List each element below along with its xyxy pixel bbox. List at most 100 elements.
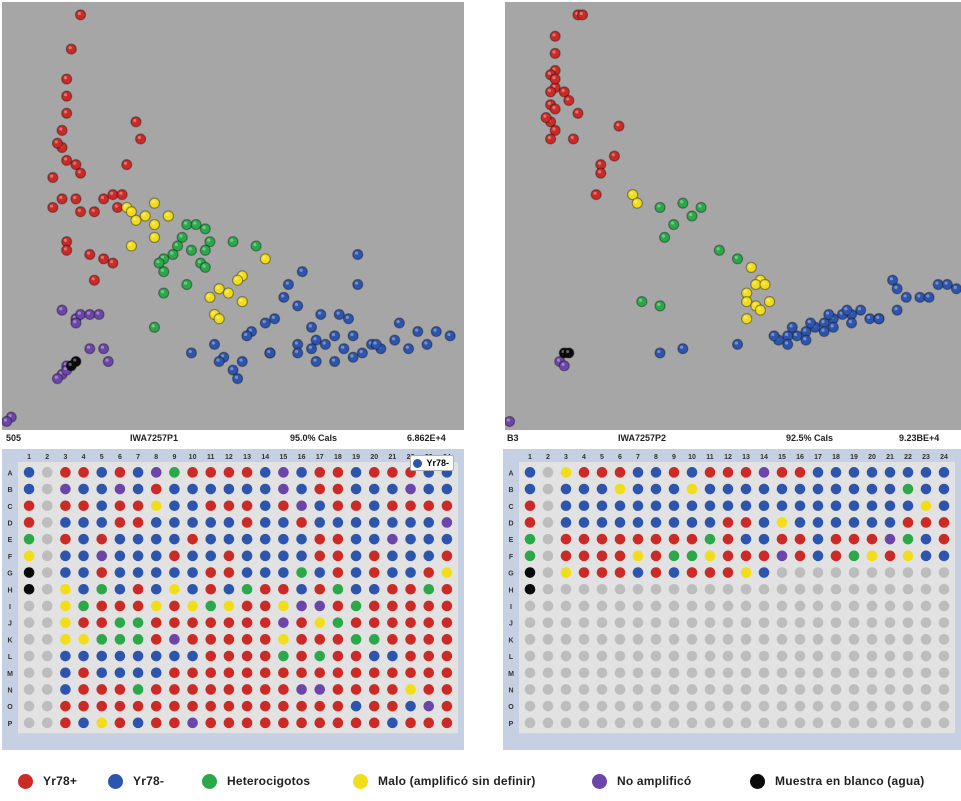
plate-well[interactable] xyxy=(296,667,307,679)
plate-well[interactable] xyxy=(560,600,572,612)
plate-well[interactable] xyxy=(740,583,752,595)
plate-well[interactable] xyxy=(332,483,344,495)
plate-well[interactable] xyxy=(668,717,680,729)
plate-well[interactable] xyxy=(223,600,235,612)
plate-well[interactable] xyxy=(96,634,108,645)
plate-well[interactable] xyxy=(938,667,950,679)
plate-well[interactable] xyxy=(332,550,344,562)
plate-well[interactable] xyxy=(296,550,307,562)
plate-well[interactable] xyxy=(368,483,380,495)
plate-well[interactable] xyxy=(560,467,572,478)
plate-well[interactable] xyxy=(150,667,162,679)
plate-well[interactable] xyxy=(405,650,416,662)
plate-well[interactable] xyxy=(560,583,572,595)
plate-well[interactable] xyxy=(314,517,326,528)
plate-well[interactable] xyxy=(830,533,842,545)
plate-well[interactable] xyxy=(150,467,162,478)
plate-well[interactable] xyxy=(812,533,824,545)
plate-well[interactable] xyxy=(920,517,932,528)
plate-well[interactable] xyxy=(812,483,824,495)
plate-well[interactable] xyxy=(441,634,453,645)
plate-well[interactable] xyxy=(60,650,71,662)
plate-well[interactable] xyxy=(794,500,806,512)
plate-well[interactable] xyxy=(132,617,144,628)
plate-well[interactable] xyxy=(740,684,752,695)
plate-well[interactable] xyxy=(278,700,289,712)
plate-well[interactable] xyxy=(205,467,217,478)
plate-well[interactable] xyxy=(866,600,878,612)
plate-well[interactable] xyxy=(776,717,788,729)
plate-well[interactable] xyxy=(405,617,416,628)
plate-well[interactable] xyxy=(686,634,698,645)
plate-well[interactable] xyxy=(278,533,289,545)
plate-well[interactable] xyxy=(278,684,289,695)
plate-well[interactable] xyxy=(387,650,398,662)
plate-well[interactable] xyxy=(578,517,590,528)
plate-well[interactable] xyxy=(614,567,626,578)
plate-well[interactable] xyxy=(223,634,235,645)
plate-well[interactable] xyxy=(278,667,289,679)
plate-well[interactable] xyxy=(938,600,950,612)
plate-well[interactable] xyxy=(387,583,398,595)
plate-well[interactable] xyxy=(350,467,362,478)
plate-well[interactable] xyxy=(686,650,698,662)
plate-well[interactable] xyxy=(150,700,162,712)
plate-well[interactable] xyxy=(96,567,108,578)
plate-well[interactable] xyxy=(596,500,608,512)
plate-well[interactable] xyxy=(524,567,536,578)
plate-well[interactable] xyxy=(884,550,896,562)
plate-well[interactable] xyxy=(296,684,307,695)
plate-well[interactable] xyxy=(740,634,752,645)
plate-well[interactable] xyxy=(223,483,235,495)
plate-well[interactable] xyxy=(794,483,806,495)
plate-well[interactable] xyxy=(187,483,198,495)
plate-well[interactable] xyxy=(542,600,554,612)
plate-well[interactable] xyxy=(187,567,198,578)
plate-well[interactable] xyxy=(812,700,824,712)
plate-well[interactable] xyxy=(278,617,289,628)
plate-well[interactable] xyxy=(758,467,770,478)
plate-well[interactable] xyxy=(368,550,380,562)
plate-well[interactable] xyxy=(740,617,752,628)
plate-well[interactable] xyxy=(96,500,108,512)
plate-well[interactable] xyxy=(259,667,271,679)
plate-well[interactable] xyxy=(23,483,35,495)
plate-well[interactable] xyxy=(114,600,126,612)
plate-well[interactable] xyxy=(902,650,914,662)
plate-well[interactable] xyxy=(60,500,71,512)
plate-well[interactable] xyxy=(758,483,770,495)
plate-well[interactable] xyxy=(650,567,662,578)
plate-well[interactable] xyxy=(542,667,554,679)
plate-well[interactable] xyxy=(632,517,644,528)
plate-well[interactable] xyxy=(241,483,253,495)
plate-well[interactable] xyxy=(632,717,644,729)
plate-well[interactable] xyxy=(524,717,536,729)
plate-well[interactable] xyxy=(332,617,344,628)
plate-well[interactable] xyxy=(560,717,572,729)
plate-well[interactable] xyxy=(938,567,950,578)
plate-well[interactable] xyxy=(596,617,608,628)
plate-well[interactable] xyxy=(132,667,144,679)
plate-well[interactable] xyxy=(686,533,698,545)
plate-well[interactable] xyxy=(78,684,89,695)
plate-well[interactable] xyxy=(650,550,662,562)
plate-well[interactable] xyxy=(405,700,416,712)
plate-well[interactable] xyxy=(632,634,644,645)
plate-well[interactable] xyxy=(578,684,590,695)
plate-well[interactable] xyxy=(441,533,453,545)
plate-well[interactable] xyxy=(614,500,626,512)
plate-well[interactable] xyxy=(776,634,788,645)
plate-well[interactable] xyxy=(78,717,89,729)
plate-well[interactable] xyxy=(150,517,162,528)
plate-well[interactable] xyxy=(542,617,554,628)
plate-well[interactable] xyxy=(423,533,435,545)
plate-well[interactable] xyxy=(169,483,180,495)
plate-well[interactable] xyxy=(296,700,307,712)
plate-well[interactable] xyxy=(350,517,362,528)
plate-well[interactable] xyxy=(812,583,824,595)
plate-well[interactable] xyxy=(23,717,35,729)
plate-well[interactable] xyxy=(704,550,716,562)
plate-well[interactable] xyxy=(41,634,53,645)
plate-well[interactable] xyxy=(938,684,950,695)
plate-well[interactable] xyxy=(578,617,590,628)
